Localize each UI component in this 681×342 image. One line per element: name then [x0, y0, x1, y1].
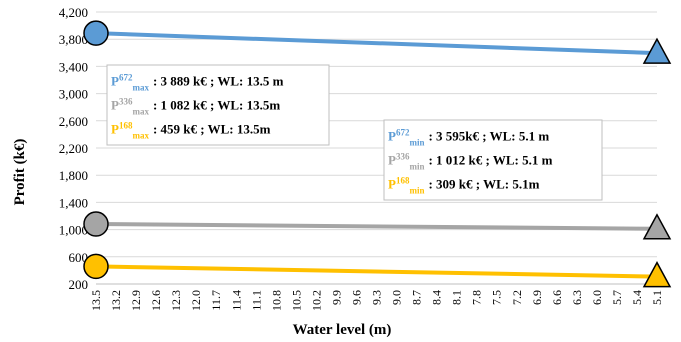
x-tick-label: 8.4	[430, 290, 444, 305]
x-axis-ticks: 13.5 13.2 12.9 12.6 12.3 12.0 11.7 11.4 11.1 10.8…	[89, 290, 664, 311]
x-tick-label: 13.2	[109, 290, 123, 311]
min-marker-p168	[642, 261, 672, 288]
max-annotation-box: P672max: 3 889 k€ ; WL: 13.5 m P336max: 1…	[106, 64, 330, 146]
x-tick-label: 7.2	[510, 290, 524, 305]
max-annotation-box-frame	[106, 64, 330, 146]
y-tick-label: 4,200	[59, 5, 88, 20]
y-tick-label: 3,000	[59, 87, 88, 102]
x-tick-label: 9.6	[349, 290, 363, 305]
y-tick-label: 3,400	[59, 59, 88, 74]
x-tick-label: 7.8	[470, 290, 484, 305]
min-annotation-box-entry: P672min: 3 595k€ ; WL: 5.1 m	[388, 127, 549, 147]
y-tick-label: 2,600	[59, 114, 88, 129]
min-marker-p672	[642, 37, 672, 64]
max-marker-p336	[83, 211, 109, 237]
x-tick-label: 8.7	[410, 290, 424, 305]
x-tick-label: 12.3	[169, 290, 183, 311]
x-tick-label: 11.7	[209, 290, 223, 311]
y-tick-label: 3,800	[59, 32, 88, 47]
x-tick-label: 12.9	[129, 290, 143, 311]
x-tick-label: 6.9	[530, 290, 544, 305]
x-tick-label: 6.6	[550, 290, 564, 305]
x-tick-label: 13.5	[89, 290, 103, 311]
series-line-p672	[95, 31, 658, 56]
series-line-p168	[95, 264, 658, 279]
x-tick-label: 9.9	[329, 290, 343, 305]
min-annotation-box: P672min: 3 595k€ ; WL: 5.1 m P336min: 1 0…	[383, 119, 603, 201]
max-marker-p672	[83, 20, 109, 46]
y-axis-ticks: 200 600 1,000 1,400 1,800 2,200 2,600 3,000 3,40…	[59, 5, 88, 292]
x-tick-label: 8.1	[450, 290, 464, 305]
max-annotation-box-entry: P168max: 459 k€ ; WL: 13.5m	[111, 120, 271, 140]
series-markers	[83, 20, 672, 288]
x-tick-label: 9.3	[370, 290, 384, 305]
y-axis-label: Profit (k€)	[12, 139, 28, 206]
x-tick-label: 10.5	[289, 290, 303, 311]
y-tick-label: 1,400	[59, 195, 88, 210]
x-tick-label: 9.0	[390, 290, 404, 305]
min-marker-p336	[642, 213, 672, 240]
x-tick-label: 5.4	[630, 290, 644, 305]
x-tick-label: 11.4	[229, 290, 243, 311]
y-tick-label: 1,000	[59, 223, 88, 238]
x-tick-label: 10.2	[309, 290, 323, 311]
x-tick-label: 7.5	[490, 290, 504, 305]
y-tick-label: 600	[69, 250, 89, 265]
x-tick-label: 12.6	[149, 290, 163, 311]
x-tick-label: 12.0	[189, 290, 203, 311]
grid-lines	[96, 11, 657, 285]
x-tick-label: 5.7	[610, 290, 624, 305]
min-annotation-box-frame	[383, 119, 603, 201]
min-annotation-box-entry: P336min: 1 012 k€ ; WL: 5.1 m	[388, 151, 553, 171]
y-tick-label: 1,800	[59, 168, 88, 183]
series-line-p336	[95, 222, 658, 231]
max-annotation-box-entry: P672max: 3 889 k€ ; WL: 13.5 m	[111, 72, 284, 92]
x-tick-label: 10.8	[269, 290, 283, 311]
y-tick-label: 2,200	[59, 141, 88, 156]
series-lines	[95, 31, 658, 279]
x-tick-label: 6.0	[590, 290, 604, 305]
x-tick-label: 11.1	[249, 290, 263, 311]
x-tick-label: 6.3	[570, 290, 584, 305]
min-annotation-box-entry: P168min: 309 k€ ; WL: 5.1m	[388, 175, 540, 195]
max-annotation-box-entry: P336max: 1 082 k€ ; WL: 13.5m	[111, 96, 280, 116]
x-tick-label: 5.1	[650, 290, 664, 305]
max-marker-p168	[83, 253, 109, 280]
y-tick-label: 200	[69, 277, 89, 292]
annotation-boxes: P672max: 3 889 k€ ; WL: 13.5 m P336max: 1…	[106, 64, 603, 201]
x-axis-label: Water level (m)	[293, 322, 392, 338]
